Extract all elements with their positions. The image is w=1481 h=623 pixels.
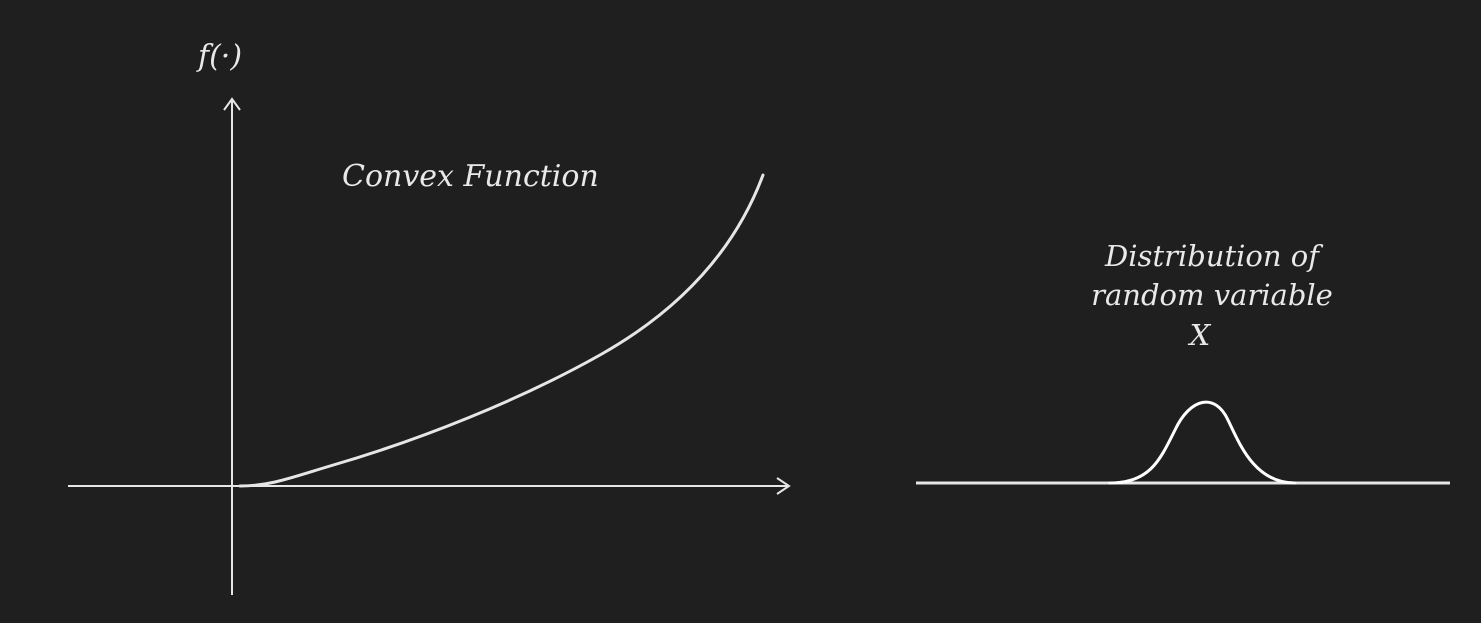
y-axis-arrow-icon [223,97,241,111]
convex-function-plot: f(·) Convex Function [68,39,791,595]
x-axis-arrow-icon [776,477,791,495]
convex-curve [238,173,765,488]
distribution-label-line1: Distribution of [1104,239,1324,273]
distribution-label-line2: random variable [1091,278,1333,312]
y-axis-label: f(·) [196,39,242,74]
distribution-curve [1108,400,1297,485]
distribution-plot: Distribution of random variable X [916,239,1450,485]
distribution-label-line3: X [1188,318,1212,352]
curve-label: Convex Function [342,159,599,194]
